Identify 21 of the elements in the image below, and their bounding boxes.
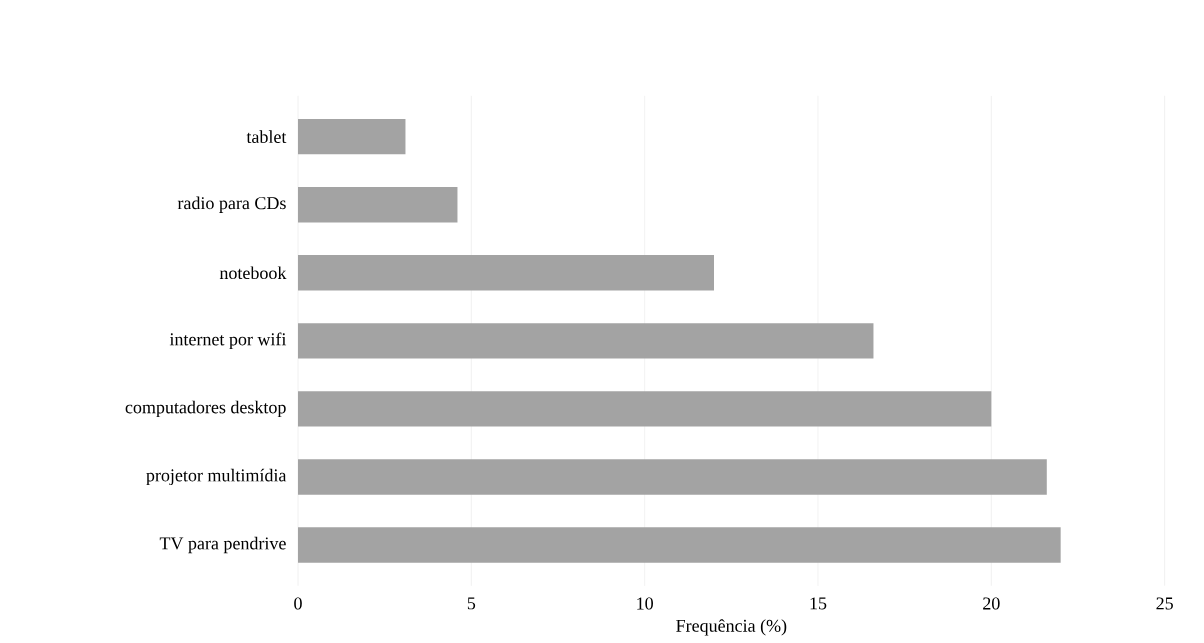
bar — [298, 118, 406, 155]
bar — [298, 255, 714, 291]
y-tick-label: computadores desktop — [125, 400, 286, 418]
y-tick-label: tablet — [246, 130, 287, 143]
y-tick-label: radio para CDs — [177, 196, 286, 213]
y-tick-label: projetor multimídia — [146, 468, 287, 486]
bar — [298, 527, 1061, 563]
x-tick-label: 15 — [810, 597, 827, 610]
x-axis-title: Frequência (%) — [676, 619, 787, 636]
bar — [298, 391, 992, 427]
bar — [298, 459, 1047, 495]
y-tick-label: TV para pendrive — [159, 536, 286, 554]
x-tick-label: 0 — [294, 597, 302, 610]
bar — [298, 323, 874, 359]
bar — [298, 187, 458, 223]
x-tick-label: 5 — [467, 597, 476, 610]
x-tick-label: 20 — [983, 597, 1000, 610]
y-tick-label: notebook — [219, 266, 287, 280]
x-tick-label: 25 — [1156, 597, 1173, 610]
y-tick-label: internet por wifi — [169, 332, 287, 350]
x-tick-label: 10 — [637, 597, 653, 610]
